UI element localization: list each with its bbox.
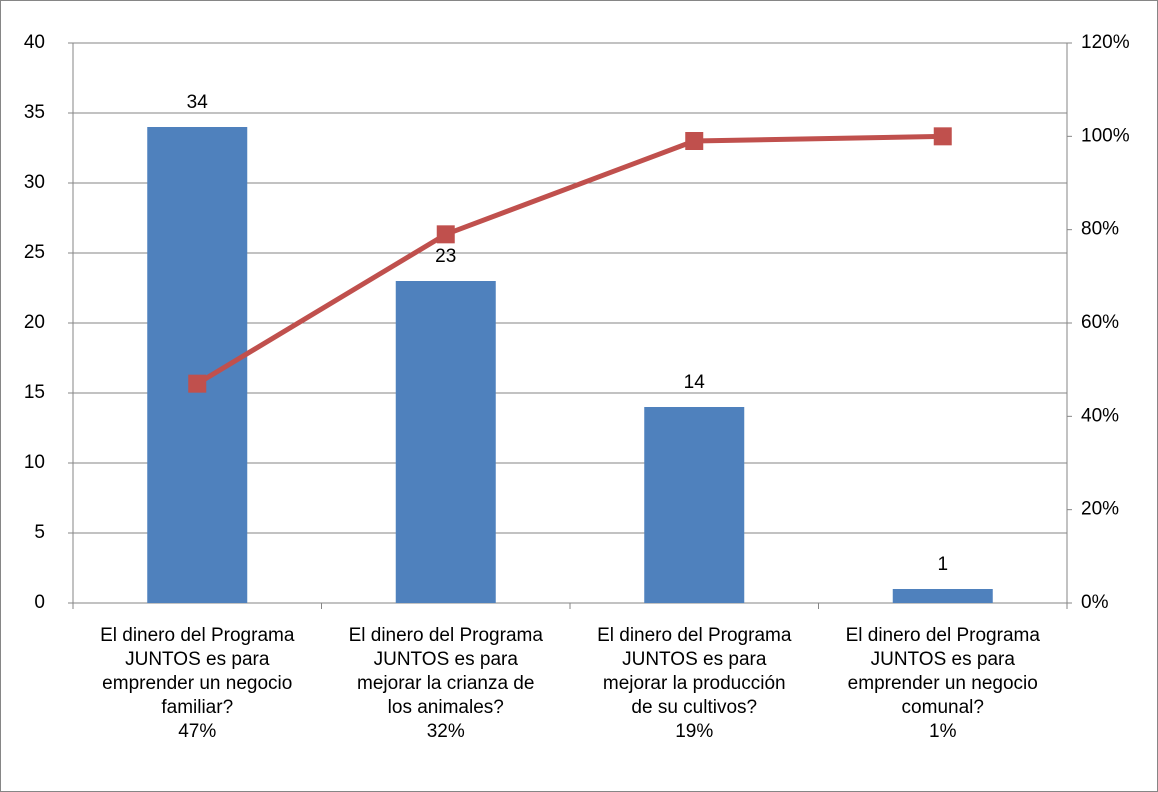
line-marker: [933, 127, 952, 146]
y-tick-label: 5: [34, 522, 45, 543]
y-tick-label: 25: [24, 242, 45, 263]
y-tick-label: 35: [24, 102, 45, 123]
bar: [395, 281, 496, 603]
y2-tick-label: 0%: [1081, 592, 1109, 613]
bar-value-label: 23: [435, 246, 456, 267]
y-tick-label: 10: [24, 452, 45, 473]
y-tick-label: 15: [24, 382, 45, 403]
y2-tick-label: 40%: [1081, 405, 1119, 426]
bar: [644, 407, 745, 603]
line-marker: [685, 132, 704, 150]
y2-tick-label: 20%: [1081, 499, 1119, 520]
y2-tick-label: 60%: [1081, 312, 1119, 333]
bar-value-label: 14: [684, 372, 706, 393]
y-tick-label: 40: [24, 32, 45, 53]
y-tick-label: 20: [24, 312, 45, 333]
x-tick-label: El dinero del Programa JUNTOS es para em…: [100, 625, 295, 742]
bar-value-label: 34: [187, 92, 209, 113]
x-tick-label: El dinero del Programa JUNTOS es para me…: [348, 625, 543, 742]
x-tick-label: El dinero del Programa JUNTOS es para em…: [845, 625, 1040, 742]
bar: [892, 589, 993, 603]
y-tick-label: 0: [34, 592, 45, 613]
y2-tick-label: 120%: [1081, 32, 1130, 53]
y-tick-label: 30: [24, 172, 45, 193]
line-marker: [436, 225, 455, 244]
x-tick-label: El dinero del Programa JUNTOS es para me…: [597, 625, 792, 742]
line-marker: [188, 374, 207, 393]
line: [195, 133, 943, 386]
y2-tick-label: 100%: [1081, 125, 1130, 146]
y2-tick-label: 80%: [1081, 219, 1119, 240]
bar-value-label: 1: [937, 554, 948, 575]
